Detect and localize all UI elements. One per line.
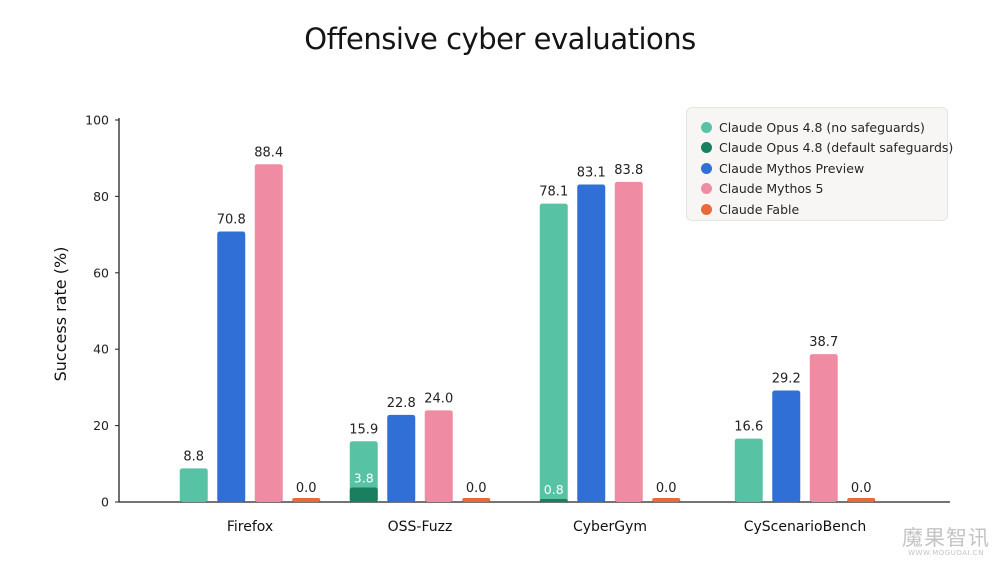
y-tick-label: 100 [85,113,109,128]
data-label: 15.9 [349,422,378,437]
legend-swatch [701,203,712,215]
x-tick-label: Firefox [227,519,273,535]
y-tick-label: 0 [101,495,109,510]
bar-claude-fable [847,498,876,502]
legend-item-fable: Claude Fable [701,199,947,220]
bar-mythos-5 [254,164,283,502]
legend-swatch [701,142,712,154]
data-label: 0.0 [466,481,487,496]
legend-swatch [701,121,712,133]
data-label: 88.4 [254,145,283,160]
bar-mythos-5 [614,181,643,502]
bar-opus-no-safeguards [539,203,568,502]
bar-claude-fable [292,498,321,502]
data-label: 16.6 [734,420,763,435]
bar-mythos-preview [772,390,801,502]
data-label-inside: 3.8 [354,470,374,485]
legend-label: Claude Mythos Preview [719,160,865,176]
legend-item-opus-default-safeguards: Claude Opus 4.8 (default safeguards) [701,138,953,159]
y-tick-label: 60 [93,265,109,280]
legend-item-mythos-5: Claude Mythos 5 [701,179,947,200]
chart-title: Offensive cyber evaluations [304,22,696,56]
data-label: 83.1 [577,166,606,181]
data-label: 83.8 [614,163,643,178]
x-tick-label: CyScenarioBench [744,519,867,535]
data-label: 38.7 [809,335,838,350]
watermark-logo: 魔果智讯 WWW.MOGUOAI.CN [897,527,995,557]
data-label: 29.2 [772,371,801,386]
bar-claude-fable [652,498,681,502]
legend-swatch [701,183,712,195]
legend-item-mythos-preview: Claude Mythos Preview [701,158,947,179]
x-tick-label: OSS-Fuzz [388,519,453,535]
bar-opus-no-safeguards [734,438,763,502]
data-label: 0.0 [656,481,677,496]
legend-label: Claude Opus 4.8 (default safeguards) [719,140,954,156]
data-label: 8.8 [183,449,204,464]
data-label: 24.0 [424,391,453,406]
data-label: 78.1 [539,185,568,200]
legend-item-opus-no-safeguards: Claude Opus 4.8 (no safeguards) [701,117,947,138]
bar-mythos-preview [387,414,416,502]
legend-swatch [701,162,712,174]
bar-mythos-preview [217,231,246,502]
legend-label: Claude Fable [719,201,800,217]
data-label: 0.0 [296,481,317,496]
watermark-main: 魔果智讯 [902,526,990,550]
legend-label: Claude Mythos 5 [719,181,824,197]
y-axis-title: Success rate (%) [51,247,70,382]
data-label: 22.8 [387,396,416,411]
bar-opus-default-safeguards [539,498,568,502]
data-label: 0.0 [851,481,872,496]
bar-mythos-5 [809,354,838,502]
data-label: 70.8 [217,213,246,228]
watermark-sub: WWW.MOGUOAI.CN [908,549,984,557]
y-tick-label: 80 [93,189,109,204]
bar-opus-default-safeguards [349,487,378,502]
y-tick-label: 20 [93,418,109,433]
data-label-inside: 0.8 [544,482,564,497]
bar-opus-no-safeguards [349,441,378,502]
chart-legend: Claude Opus 4.8 (no safeguards) Claude O… [686,107,953,221]
bar-mythos-preview [577,184,606,503]
bar-opus-no-safeguards [179,468,208,502]
y-tick-label: 40 [93,342,109,357]
x-tick-label: CyberGym [573,519,647,535]
bar-mythos-5 [424,410,453,502]
bar-claude-fable [462,498,491,502]
legend-label: Claude Opus 4.8 (no safeguards) [719,119,925,135]
